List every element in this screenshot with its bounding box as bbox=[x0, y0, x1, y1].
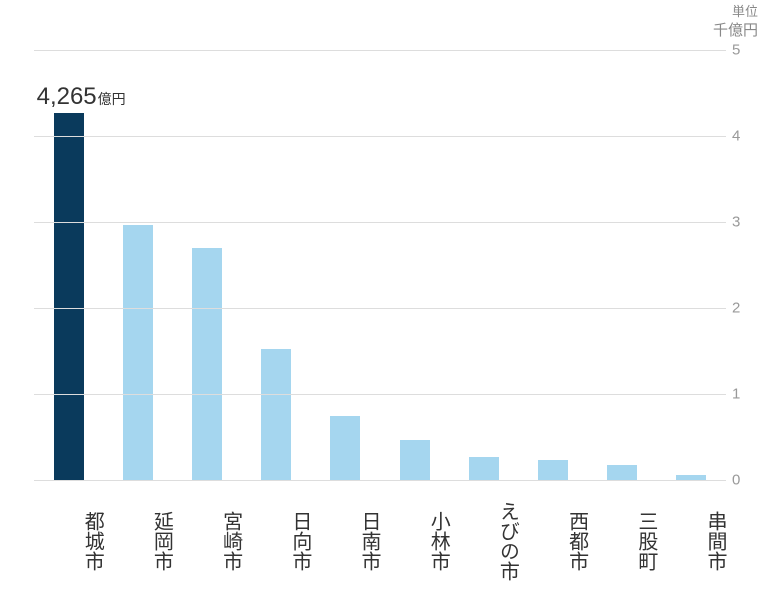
gridline bbox=[34, 308, 726, 309]
bar-slot bbox=[449, 50, 518, 480]
gridline bbox=[34, 50, 726, 51]
y-tick-label: 2 bbox=[732, 300, 760, 317]
bar-slot bbox=[311, 50, 380, 480]
bar bbox=[192, 248, 222, 480]
value-suffix: 億円 bbox=[98, 91, 126, 107]
x-tick-label: 串間市 bbox=[657, 486, 726, 596]
y-tick-label: 4 bbox=[732, 128, 760, 145]
y-tick-label: 0 bbox=[732, 472, 760, 489]
x-tick-label: 小林市 bbox=[380, 486, 449, 596]
x-tick-label: 延岡市 bbox=[103, 486, 172, 596]
bar-slot bbox=[380, 50, 449, 480]
bar bbox=[54, 113, 84, 480]
x-tick-label: 日南市 bbox=[311, 486, 380, 596]
bar bbox=[123, 225, 153, 480]
x-tick-label: 西都市 bbox=[518, 486, 587, 596]
unit-line1: 単位 bbox=[713, 4, 758, 21]
x-tick-label: 宮崎市 bbox=[172, 486, 241, 596]
highlighted-bar-value: 4,265億円 bbox=[37, 83, 126, 111]
bar-slot bbox=[242, 50, 311, 480]
bar-chart: 単位 千億円 012345 都城市延岡市宮崎市日向市日南市小林市えびの市西都市三… bbox=[0, 0, 776, 602]
bar-slot bbox=[657, 50, 726, 480]
bar bbox=[261, 349, 291, 480]
bar bbox=[400, 440, 430, 480]
bar-slot bbox=[103, 50, 172, 480]
bar-slot bbox=[518, 50, 587, 480]
x-tick-label: えびの市 bbox=[449, 486, 518, 596]
value-number: 4,265 bbox=[37, 83, 97, 110]
x-axis-labels: 都城市延岡市宮崎市日向市日南市小林市えびの市西都市三股町串間市 bbox=[34, 486, 726, 596]
x-tick-label: 三股町 bbox=[588, 486, 657, 596]
gridline bbox=[34, 222, 726, 223]
x-tick-label: 日向市 bbox=[242, 486, 311, 596]
gridline bbox=[34, 394, 726, 395]
gridline bbox=[34, 480, 726, 481]
x-tick-label: 都城市 bbox=[34, 486, 103, 596]
y-tick-label: 3 bbox=[732, 214, 760, 231]
bar-slot bbox=[172, 50, 241, 480]
y-tick-label: 5 bbox=[732, 42, 760, 59]
bar bbox=[607, 465, 637, 480]
bar bbox=[538, 460, 568, 480]
bar-group bbox=[34, 50, 726, 480]
gridline bbox=[34, 136, 726, 137]
bar-slot bbox=[588, 50, 657, 480]
y-axis-unit-label: 単位 千億円 bbox=[713, 4, 758, 40]
bar bbox=[330, 416, 360, 480]
bar bbox=[469, 457, 499, 480]
y-tick-label: 1 bbox=[732, 386, 760, 403]
unit-line2: 千億円 bbox=[713, 21, 758, 41]
plot-area: 012345 bbox=[34, 50, 726, 480]
bar-slot bbox=[34, 50, 103, 480]
